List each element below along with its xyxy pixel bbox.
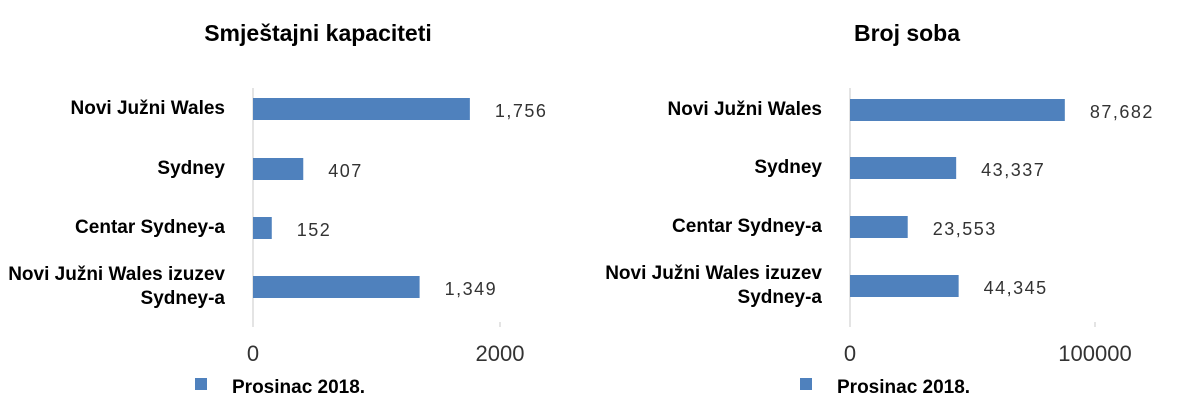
category-text: Centar Sydney-a — [672, 216, 822, 237]
category-label: Sydney — [157, 158, 225, 179]
bar — [253, 98, 470, 120]
x-tick-label: 100000 — [1058, 341, 1131, 366]
category-label: Novi Južni Wales izuzev Sydney-a — [605, 263, 822, 308]
x-tick-label: 0 — [844, 341, 856, 366]
value-label: 23,553 — [933, 219, 997, 239]
bar — [850, 157, 957, 179]
chart-title: Smještajni kapaciteti — [204, 20, 432, 46]
bar — [253, 158, 304, 180]
category-label: Centar Sydney-a — [672, 216, 822, 237]
category-label: Centar Sydney-a — [75, 217, 225, 238]
value-label: 44,345 — [984, 278, 1048, 298]
legend-swatch — [800, 378, 812, 390]
value-label: 87,682 — [1090, 102, 1154, 122]
bar — [850, 275, 959, 297]
value-label: 407 — [328, 161, 363, 181]
bar — [850, 99, 1065, 121]
category-text: Novi Južni Wales izuzev Sydney-a — [8, 264, 225, 309]
category-text: Novi Južni Wales — [667, 99, 823, 120]
x-tick-label: 0 — [247, 341, 259, 366]
bar — [253, 217, 272, 239]
bar — [253, 276, 420, 298]
value-label: 152 — [297, 220, 332, 240]
category-text: Novi Južni Wales izuzev Sydney-a — [605, 263, 822, 308]
chart-title: Broj soba — [854, 20, 960, 46]
category-text: Centar Sydney-a — [75, 217, 225, 238]
category-text: Sydney — [157, 158, 225, 179]
category-text: Novi Južni Wales — [70, 98, 226, 119]
value-label: 1,756 — [495, 101, 548, 121]
value-label: 1,349 — [445, 279, 498, 299]
category-label: Sydney — [754, 157, 822, 178]
legend-label: Prosinac 2018. — [232, 377, 365, 398]
category-label: Novi Južni Wales — [70, 98, 226, 119]
legend-swatch — [195, 378, 207, 390]
legend-label: Prosinac 2018. — [837, 377, 970, 398]
category-label: Novi Južni Wales izuzev Sydney-a — [8, 264, 225, 309]
x-tick-label: 2000 — [476, 341, 525, 366]
category-text: Sydney — [754, 157, 822, 178]
value-label: 43,337 — [981, 160, 1045, 180]
category-label: Novi Južni Wales — [667, 99, 823, 120]
bar — [850, 216, 908, 238]
